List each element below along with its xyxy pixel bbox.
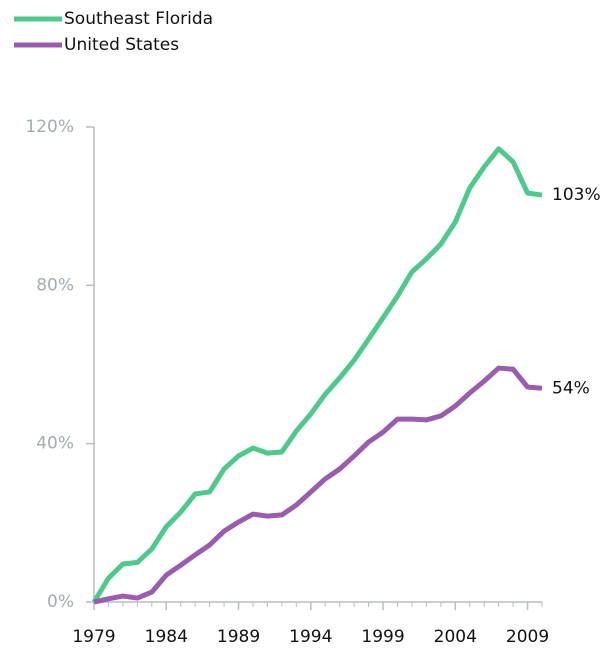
legend-label: United States	[64, 35, 179, 55]
series-line	[93, 365, 543, 605]
x-tick-label: 1994	[289, 627, 332, 647]
x-tick-label: 2004	[434, 627, 477, 647]
end-label: 54%	[552, 378, 590, 398]
x-tick-label: 1999	[361, 627, 404, 647]
x-tick-label: 1984	[145, 627, 188, 647]
y-tick-label: 40%	[36, 434, 74, 454]
legend-label: Southeast Florida	[64, 9, 213, 29]
series-line	[91, 146, 543, 604]
y-tick-label: 80%	[36, 275, 74, 295]
x-tick-label: 2009	[506, 627, 549, 647]
y-tick-label: 0%	[47, 592, 74, 612]
x-tick-label: 1979	[72, 627, 115, 647]
x-tick-label: 1989	[217, 627, 260, 647]
y-tick-label: 120%	[25, 117, 74, 137]
end-label: 103%	[552, 185, 601, 205]
